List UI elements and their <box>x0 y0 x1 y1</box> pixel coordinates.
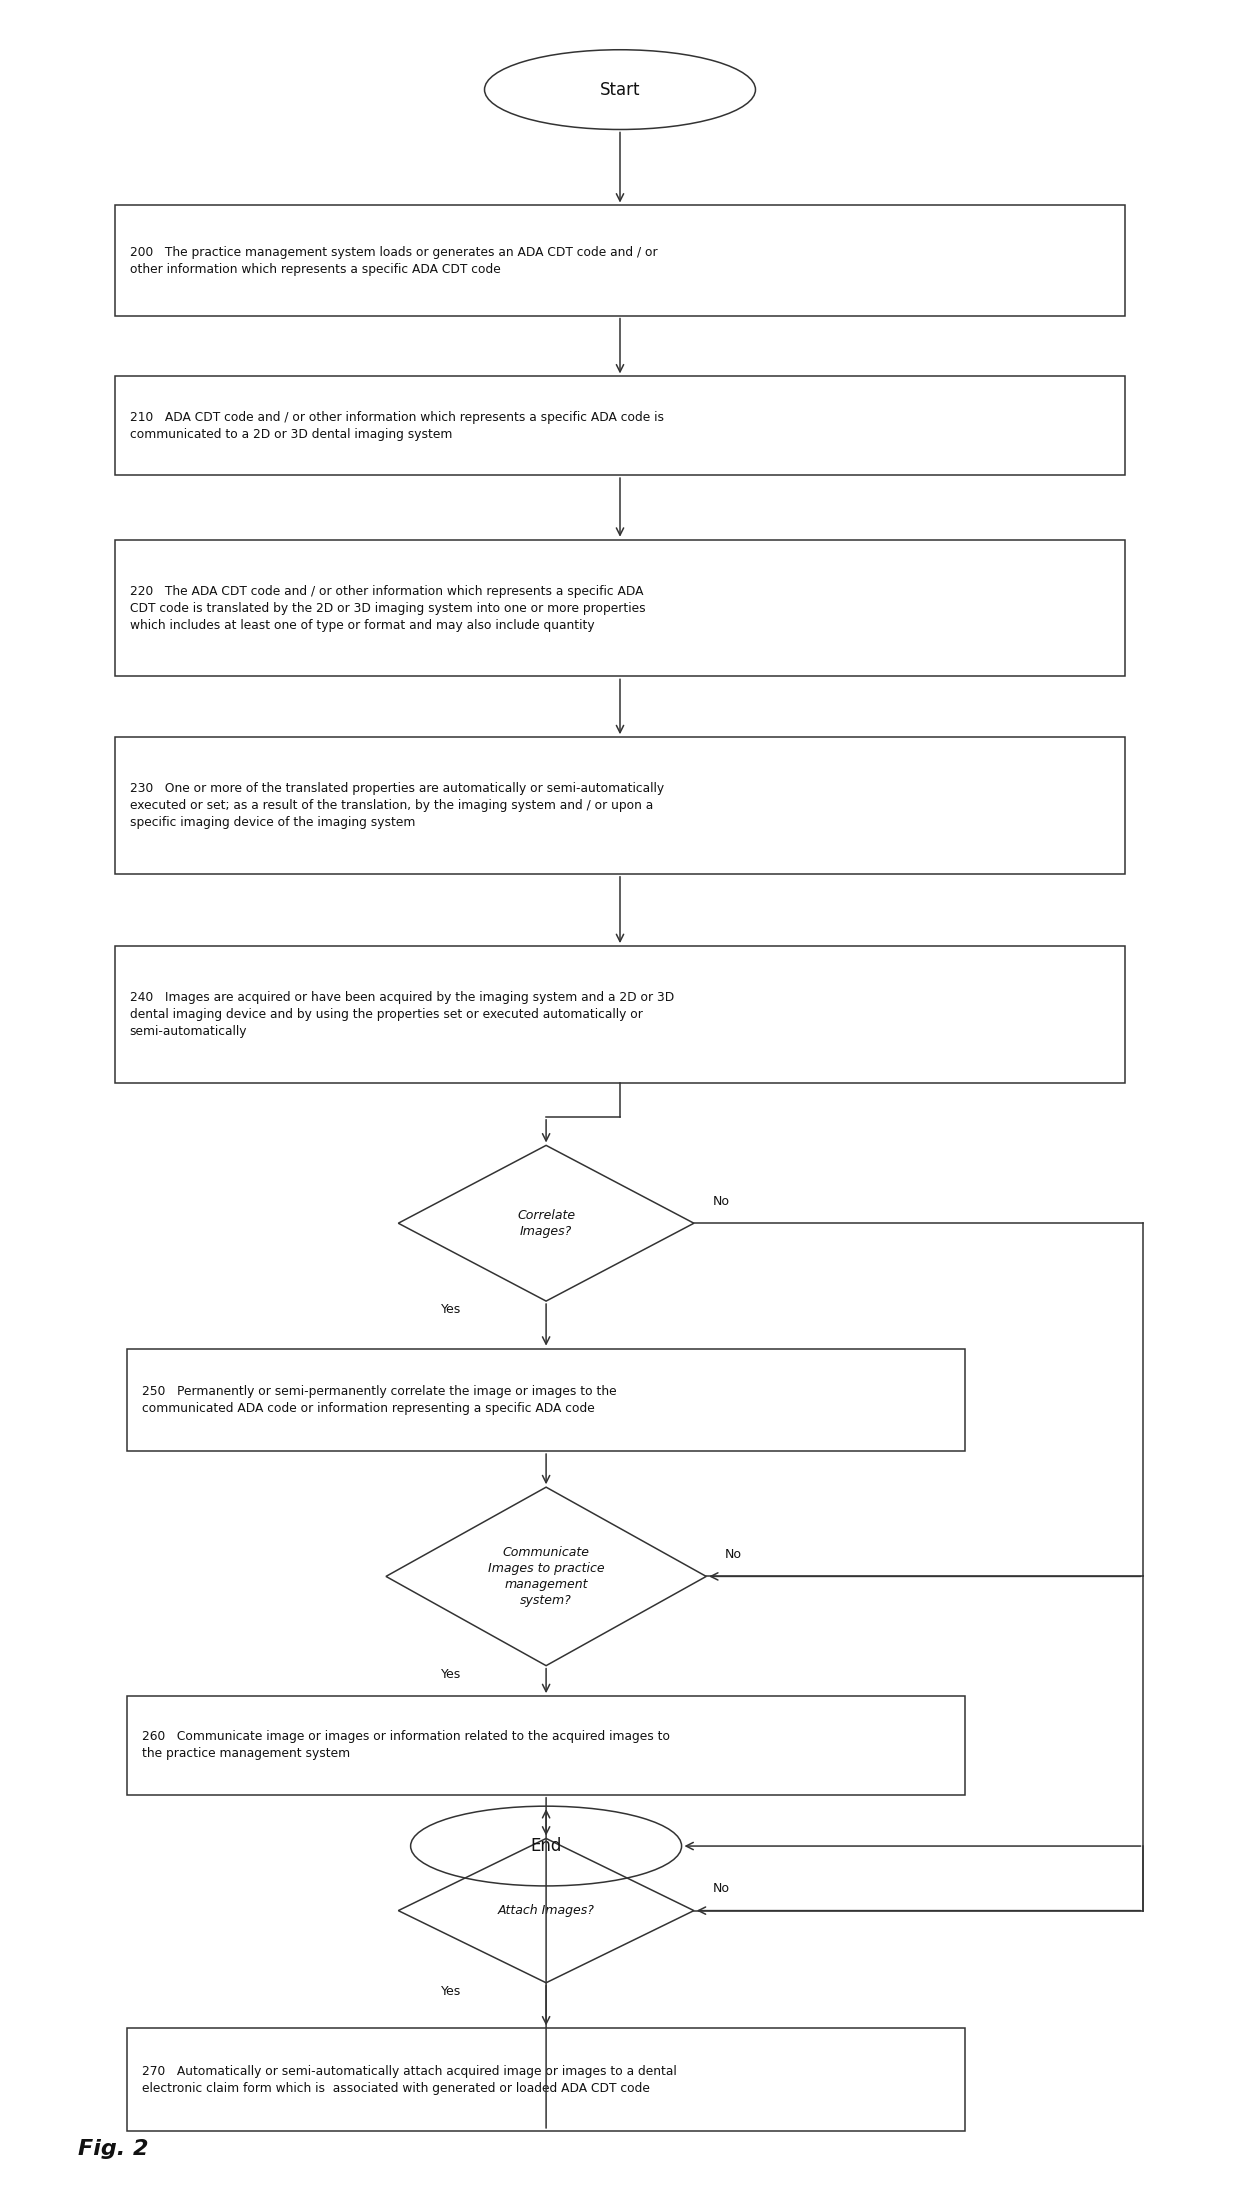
Text: 230   One or more of the translated properties are automatically or semi-automat: 230 One or more of the translated proper… <box>130 783 663 829</box>
Text: Yes: Yes <box>441 1667 461 1680</box>
Bar <box>128 1349 965 1450</box>
Text: Yes: Yes <box>441 1985 461 1999</box>
Text: No: No <box>724 1548 742 1561</box>
Text: Fig. 2: Fig. 2 <box>78 2140 149 2160</box>
Text: 250   Permanently or semi-permanently correlate the image or images to the
commu: 250 Permanently or semi-permanently corr… <box>143 1384 616 1415</box>
Text: 240   Images are acquired or have been acquired by the imaging system and a 2D o: 240 Images are acquired or have been acq… <box>130 991 675 1037</box>
Bar <box>115 736 1125 873</box>
Text: 260   Communicate image or images or information related to the acquired images : 260 Communicate image or images or infor… <box>143 1731 670 1760</box>
Bar <box>115 206 1125 316</box>
Text: End: End <box>531 1837 562 1855</box>
Text: 200   The practice management system loads or generates an ADA CDT code and / or: 200 The practice management system loads… <box>130 245 657 276</box>
Text: No: No <box>712 1882 729 1895</box>
Text: 220   The ADA CDT code and / or other information which represents a specific AD: 220 The ADA CDT code and / or other info… <box>130 584 646 632</box>
Bar <box>115 539 1125 677</box>
Text: Communicate
Images to practice
management
system?: Communicate Images to practice managemen… <box>487 1545 604 1607</box>
Text: Correlate
Images?: Correlate Images? <box>517 1209 575 1238</box>
Bar <box>128 1696 965 1795</box>
Bar <box>115 376 1125 475</box>
Text: Attach Images?: Attach Images? <box>497 1904 594 1917</box>
Text: 270   Automatically or semi-automatically attach acquired image or images to a d: 270 Automatically or semi-automatically … <box>143 2065 677 2094</box>
Text: Yes: Yes <box>441 1302 461 1316</box>
Text: No: No <box>712 1194 729 1207</box>
Text: 210   ADA CDT code and / or other information which represents a specific ADA co: 210 ADA CDT code and / or other informat… <box>130 411 663 440</box>
Bar <box>128 2027 965 2131</box>
Bar <box>115 946 1125 1083</box>
Text: Start: Start <box>600 80 640 99</box>
